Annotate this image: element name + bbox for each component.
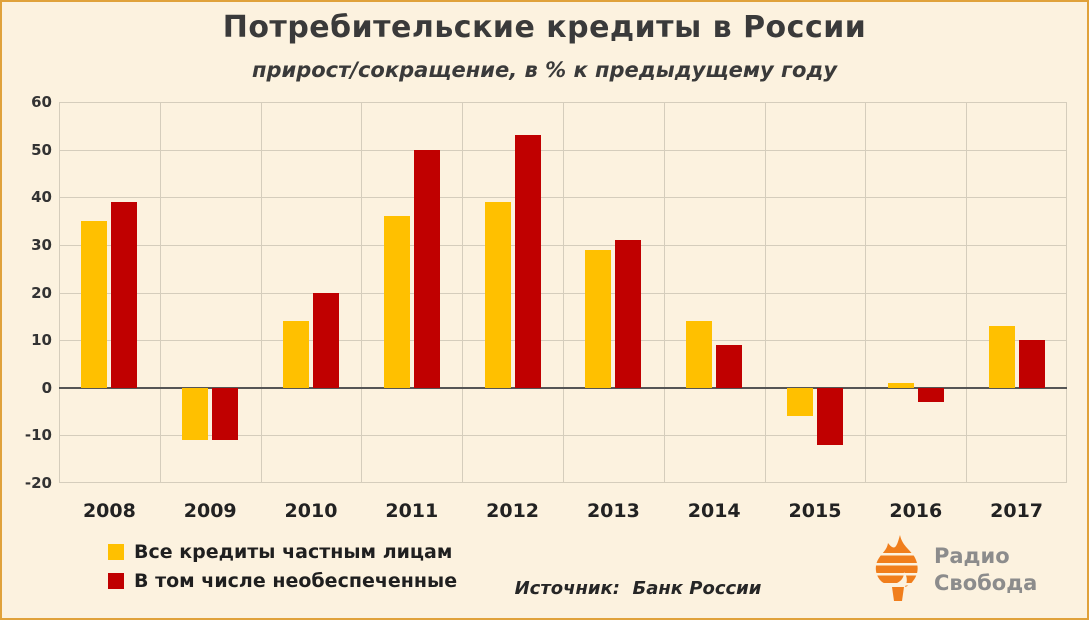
chart-title: Потребительские кредиты в России [222,10,867,45]
bar-2009-series0 [182,387,209,441]
bar-2009-series1 [212,387,239,441]
gridline-vertical [1066,102,1067,483]
x-tick-label: 2010 [284,500,338,522]
x-tick-label: 2011 [385,500,439,522]
gridline-vertical [865,102,866,483]
x-tick-label: 2013 [586,500,640,522]
source-note: Источник: Банк России [514,578,762,599]
gridline-vertical [160,102,161,483]
radio-svoboda-logo: Радио Свобода [870,535,1037,605]
x-axis: 2008 2009 2010 2011 2012 2013 2014 2015 2016 2017 [59,500,1067,528]
y-tick-label: 60 [31,93,52,111]
x-tick-label: 2008 [82,500,136,522]
bar-2015-series0 [787,387,813,417]
bar-2012-series1 [514,135,541,388]
zero-axis-line [59,386,1067,389]
logo-line-1: Радио [934,544,1010,568]
gridline-vertical [361,102,362,483]
x-tick-label: 2014 [687,500,741,522]
gridline-vertical [664,102,665,483]
bar-2008-series1 [111,202,138,388]
bar-2017-series1 [1018,340,1045,388]
y-tick-label: 20 [31,283,52,302]
bar-2016-series1 [917,387,944,403]
x-tick-label: 2017 [990,500,1044,522]
y-tick-label: -10 [24,426,52,445]
bar-2014-series1 [716,344,743,388]
y-tick-label: 50 [31,140,52,159]
gridline-vertical [261,102,262,483]
legend-item-unsecured: В том числе необеспеченные [108,569,457,593]
legend-label: Все кредиты частным лицам [134,541,453,563]
legend: Все кредиты частным лицам В том числе не… [108,540,457,598]
gridline-vertical [966,102,967,483]
gridline-vertical [563,102,564,483]
gridline-vertical [59,102,60,483]
bar-2017-series0 [988,325,1015,388]
legend-swatch-red [108,573,124,589]
x-tick-label: 2012 [486,500,540,522]
bar-2011-series0 [383,216,410,388]
y-tick-label: 30 [31,235,52,254]
chart-subtitle: прирост/сокращение, в % к предыдущему го… [251,58,838,82]
bar-2015-series1 [817,387,843,445]
logo-line-2: Свобода [934,571,1038,595]
bar-2012-series0 [484,202,511,388]
x-tick-label: 2016 [889,500,943,522]
legend-label: В том числе необеспеченные [134,570,458,592]
bar-2010-series1 [313,292,339,388]
legend-swatch-yellow [108,544,124,560]
gridline-vertical [765,102,766,483]
bar-2008-series0 [81,221,108,388]
y-tick-label: 40 [31,188,52,207]
x-tick-label: 2015 [788,500,842,522]
y-tick-label: 10 [31,331,52,350]
gridline-vertical [462,102,463,483]
bar-2014-series0 [686,321,713,388]
bar-2013-series1 [615,240,642,388]
bar-2013-series0 [585,249,612,388]
bar-2010-series0 [283,321,309,388]
legend-item-all-credits: Все кредиты частным лицам [108,540,457,564]
y-tick-label: 0 [41,378,52,397]
y-tick-label: -20 [24,474,52,492]
logo-text: Радио Свобода [934,543,1037,597]
plot-area [59,102,1067,483]
y-axis: -20 -10 0 10 20 30 40 50 60 [10,93,52,492]
bar-2016-series0 [887,382,914,388]
x-tick-label: 2009 [183,500,237,522]
torch-flame-icon [870,535,926,605]
bar-2011-series1 [413,149,440,388]
